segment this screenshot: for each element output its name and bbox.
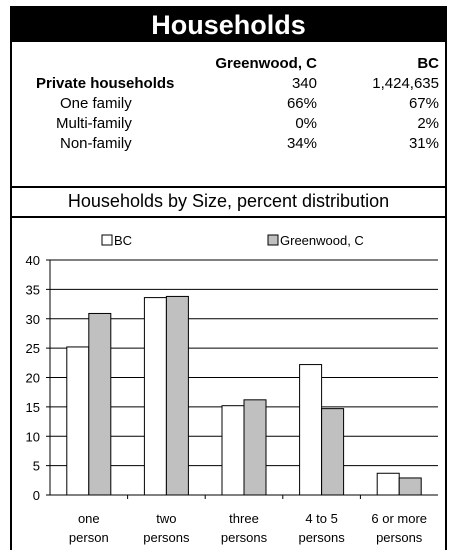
bar-greenwood xyxy=(165,295,189,496)
bar-bc xyxy=(376,472,400,496)
y-tick-label: 25 xyxy=(26,341,40,356)
row-value-bc: 67% xyxy=(408,95,439,112)
x-tick-label: person xyxy=(69,530,109,545)
x-tick-label: persons xyxy=(376,530,423,545)
section-divider xyxy=(12,216,445,218)
x-tick-label: three xyxy=(229,511,259,526)
y-tick-label: 35 xyxy=(26,282,40,297)
row-value-bc: 31% xyxy=(408,135,439,152)
row-value-greenwood: 0% xyxy=(295,115,317,132)
row-label: Private households xyxy=(36,75,175,92)
x-tick-label: one xyxy=(78,511,100,526)
legend-swatch xyxy=(267,234,279,246)
row-value-greenwood: 340 xyxy=(291,75,317,92)
legend-swatch xyxy=(101,234,113,246)
chart-title: Households by Size, percent distribution xyxy=(67,191,390,211)
households-table: Greenwood, C BC Private households 340 1… xyxy=(12,54,445,154)
y-tick-label: 40 xyxy=(26,253,40,268)
row-value-bc: 2% xyxy=(417,115,439,132)
x-tick-label: two xyxy=(156,511,176,526)
row-value-greenwood: 34% xyxy=(286,135,317,152)
section-divider xyxy=(12,186,445,188)
table-row: One family 66% 67% xyxy=(12,94,445,114)
row-label: Non-family xyxy=(60,135,132,152)
table-header-row: Greenwood, C BC xyxy=(12,54,445,74)
households-panel: Households Greenwood, C BC Private house… xyxy=(10,6,447,550)
bar-greenwood xyxy=(321,408,345,496)
legend-label: BC xyxy=(114,233,132,248)
bar-bc xyxy=(66,346,90,496)
y-tick-label: 0 xyxy=(33,488,40,503)
bar-bc xyxy=(299,364,323,496)
row-value-bc: 1,424,635 xyxy=(372,75,439,92)
table-row: Private households 340 1,424,635 xyxy=(12,74,445,94)
col-header-greenwood: Greenwood, C xyxy=(215,55,317,72)
x-tick-label: persons xyxy=(221,530,268,545)
household-size-chart: 0 5 10 15 20 25 30 35 40 one person two persons three… xyxy=(26,233,438,545)
y-tick-label: 15 xyxy=(26,400,40,415)
panel-title: Households xyxy=(12,8,445,42)
table-row: Non-family 34% 31% xyxy=(12,134,445,154)
x-tick-label: 4 to 5 xyxy=(305,511,338,526)
y-tick-label: 30 xyxy=(26,312,40,327)
x-tick-label: persons xyxy=(298,530,345,545)
legend-label: Greenwood, C xyxy=(280,233,364,248)
row-label: Multi-family xyxy=(56,115,132,132)
row-value-greenwood: 66% xyxy=(286,95,317,112)
y-tick-label: 20 xyxy=(26,371,40,386)
bar-bc xyxy=(143,297,167,496)
bar-greenwood xyxy=(243,399,267,496)
x-tick-label: 6 or more xyxy=(371,511,427,526)
bar-bc xyxy=(221,405,245,496)
y-tick-label: 10 xyxy=(26,429,40,444)
col-header-bc: BC xyxy=(417,55,439,72)
table-row: Multi-family 0% 2% xyxy=(12,114,445,134)
row-label: One family xyxy=(60,95,132,112)
x-tick-label: persons xyxy=(143,530,190,545)
bar-greenwood xyxy=(88,312,112,496)
bar-greenwood xyxy=(398,477,422,496)
y-tick-label: 5 xyxy=(33,459,40,474)
